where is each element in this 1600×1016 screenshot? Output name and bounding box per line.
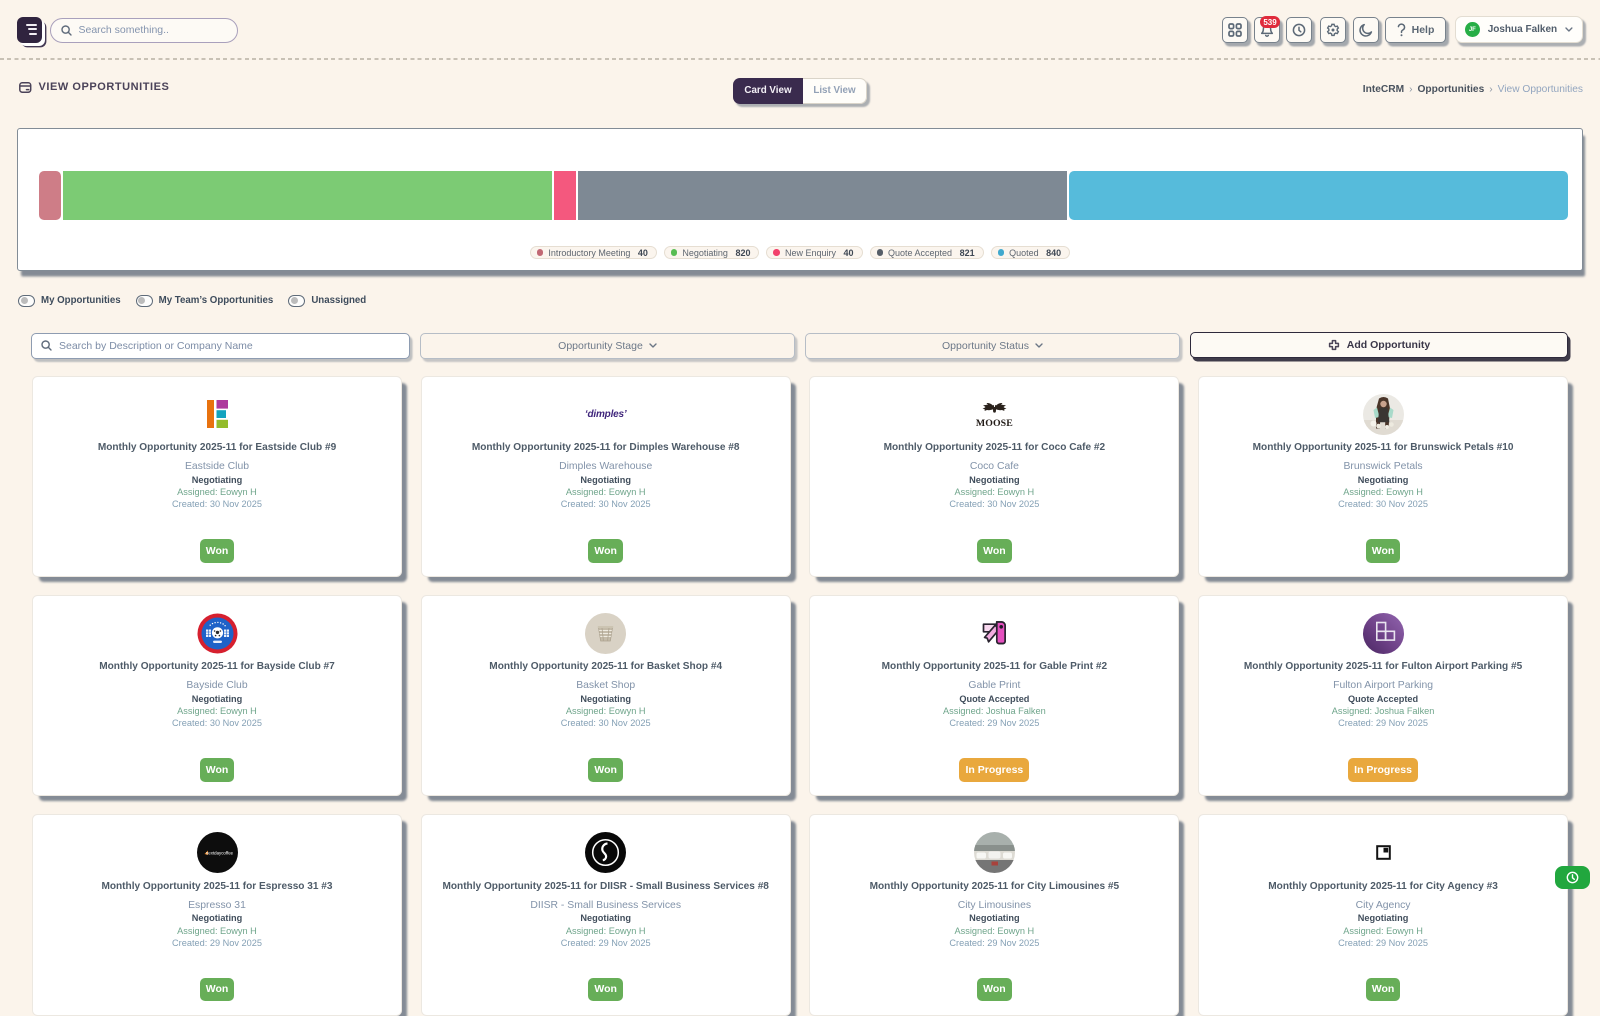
svg-text:nextdaycoffee: nextdaycoffee [205,851,233,856]
